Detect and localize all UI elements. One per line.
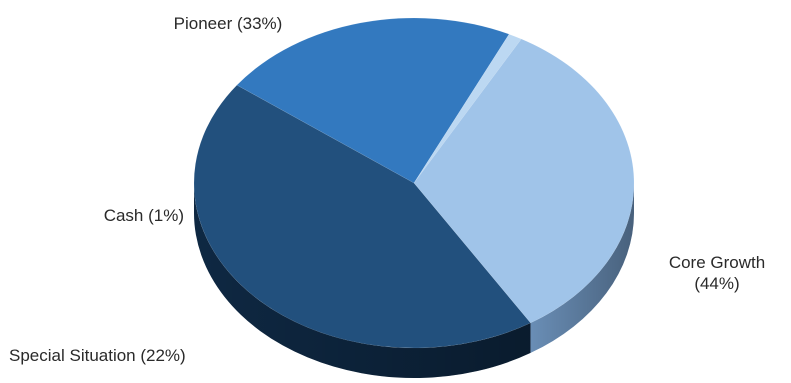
pie-slice-special-situation bbox=[236, 17, 510, 184]
pie-label-line: Pioneer (33%) bbox=[174, 14, 283, 33]
pie-tops bbox=[193, 17, 635, 349]
pie-label-pioneer: Pioneer (33%) bbox=[174, 14, 283, 33]
pie-slice-pioneer bbox=[413, 38, 635, 324]
pie-side-shade bbox=[530, 183, 634, 353]
pie-label-core-growth: Core Growth (44%) bbox=[669, 253, 765, 293]
pie-label-line: Special Situation (22%) bbox=[9, 346, 186, 365]
pie-label-cash: Cash (1%) bbox=[104, 206, 184, 225]
pie-side-shade bbox=[194, 183, 531, 378]
pie-label-line: Cash (1%) bbox=[104, 206, 184, 225]
pie-labels: Core Growth (44%) Special Situation (22%) C… bbox=[9, 14, 765, 365]
pie-slice-core-growth bbox=[193, 84, 531, 349]
pie-label-special-situation: Special Situation (22%) bbox=[9, 346, 186, 365]
pie-label-line: (44%) bbox=[694, 274, 739, 293]
pie-label-line: Core Growth bbox=[669, 253, 765, 272]
pie-sides bbox=[194, 183, 634, 378]
pie-slice-cash bbox=[413, 33, 522, 184]
